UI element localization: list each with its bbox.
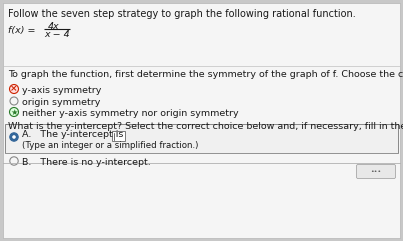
Text: 4x: 4x xyxy=(48,22,60,31)
FancyBboxPatch shape xyxy=(357,165,395,179)
Text: A.   The y-intercept is: A. The y-intercept is xyxy=(22,130,123,139)
Circle shape xyxy=(10,157,18,165)
Circle shape xyxy=(10,107,19,116)
FancyBboxPatch shape xyxy=(3,3,400,238)
FancyBboxPatch shape xyxy=(112,131,125,141)
Text: Follow the seven step strategy to graph the following rational function.: Follow the seven step strategy to graph … xyxy=(8,9,356,19)
FancyBboxPatch shape xyxy=(5,124,398,153)
Text: origin symmetry: origin symmetry xyxy=(22,98,100,107)
Text: (Type an integer or a simplified fraction.): (Type an integer or a simplified fractio… xyxy=(22,141,198,150)
Circle shape xyxy=(10,97,18,105)
Text: ★: ★ xyxy=(10,107,18,116)
Text: ×: × xyxy=(10,85,18,94)
Text: x − 4: x − 4 xyxy=(44,30,70,39)
Circle shape xyxy=(10,85,19,94)
Text: To graph the function, first determine the symmetry of the graph of f. Choose th: To graph the function, first determine t… xyxy=(8,70,403,79)
Circle shape xyxy=(10,133,18,141)
Text: f(x) =: f(x) = xyxy=(8,26,35,35)
Text: What is the y-intercept? Select the correct choice below and, if necessary, fill: What is the y-intercept? Select the corr… xyxy=(8,122,403,131)
Text: neither y-axis symmetry nor origin symmetry: neither y-axis symmetry nor origin symme… xyxy=(22,109,239,118)
Circle shape xyxy=(12,135,16,139)
Text: •••: ••• xyxy=(370,168,382,174)
Text: y-axis symmetry: y-axis symmetry xyxy=(22,86,102,95)
Text: B.   There is no y-intercept.: B. There is no y-intercept. xyxy=(22,158,151,167)
